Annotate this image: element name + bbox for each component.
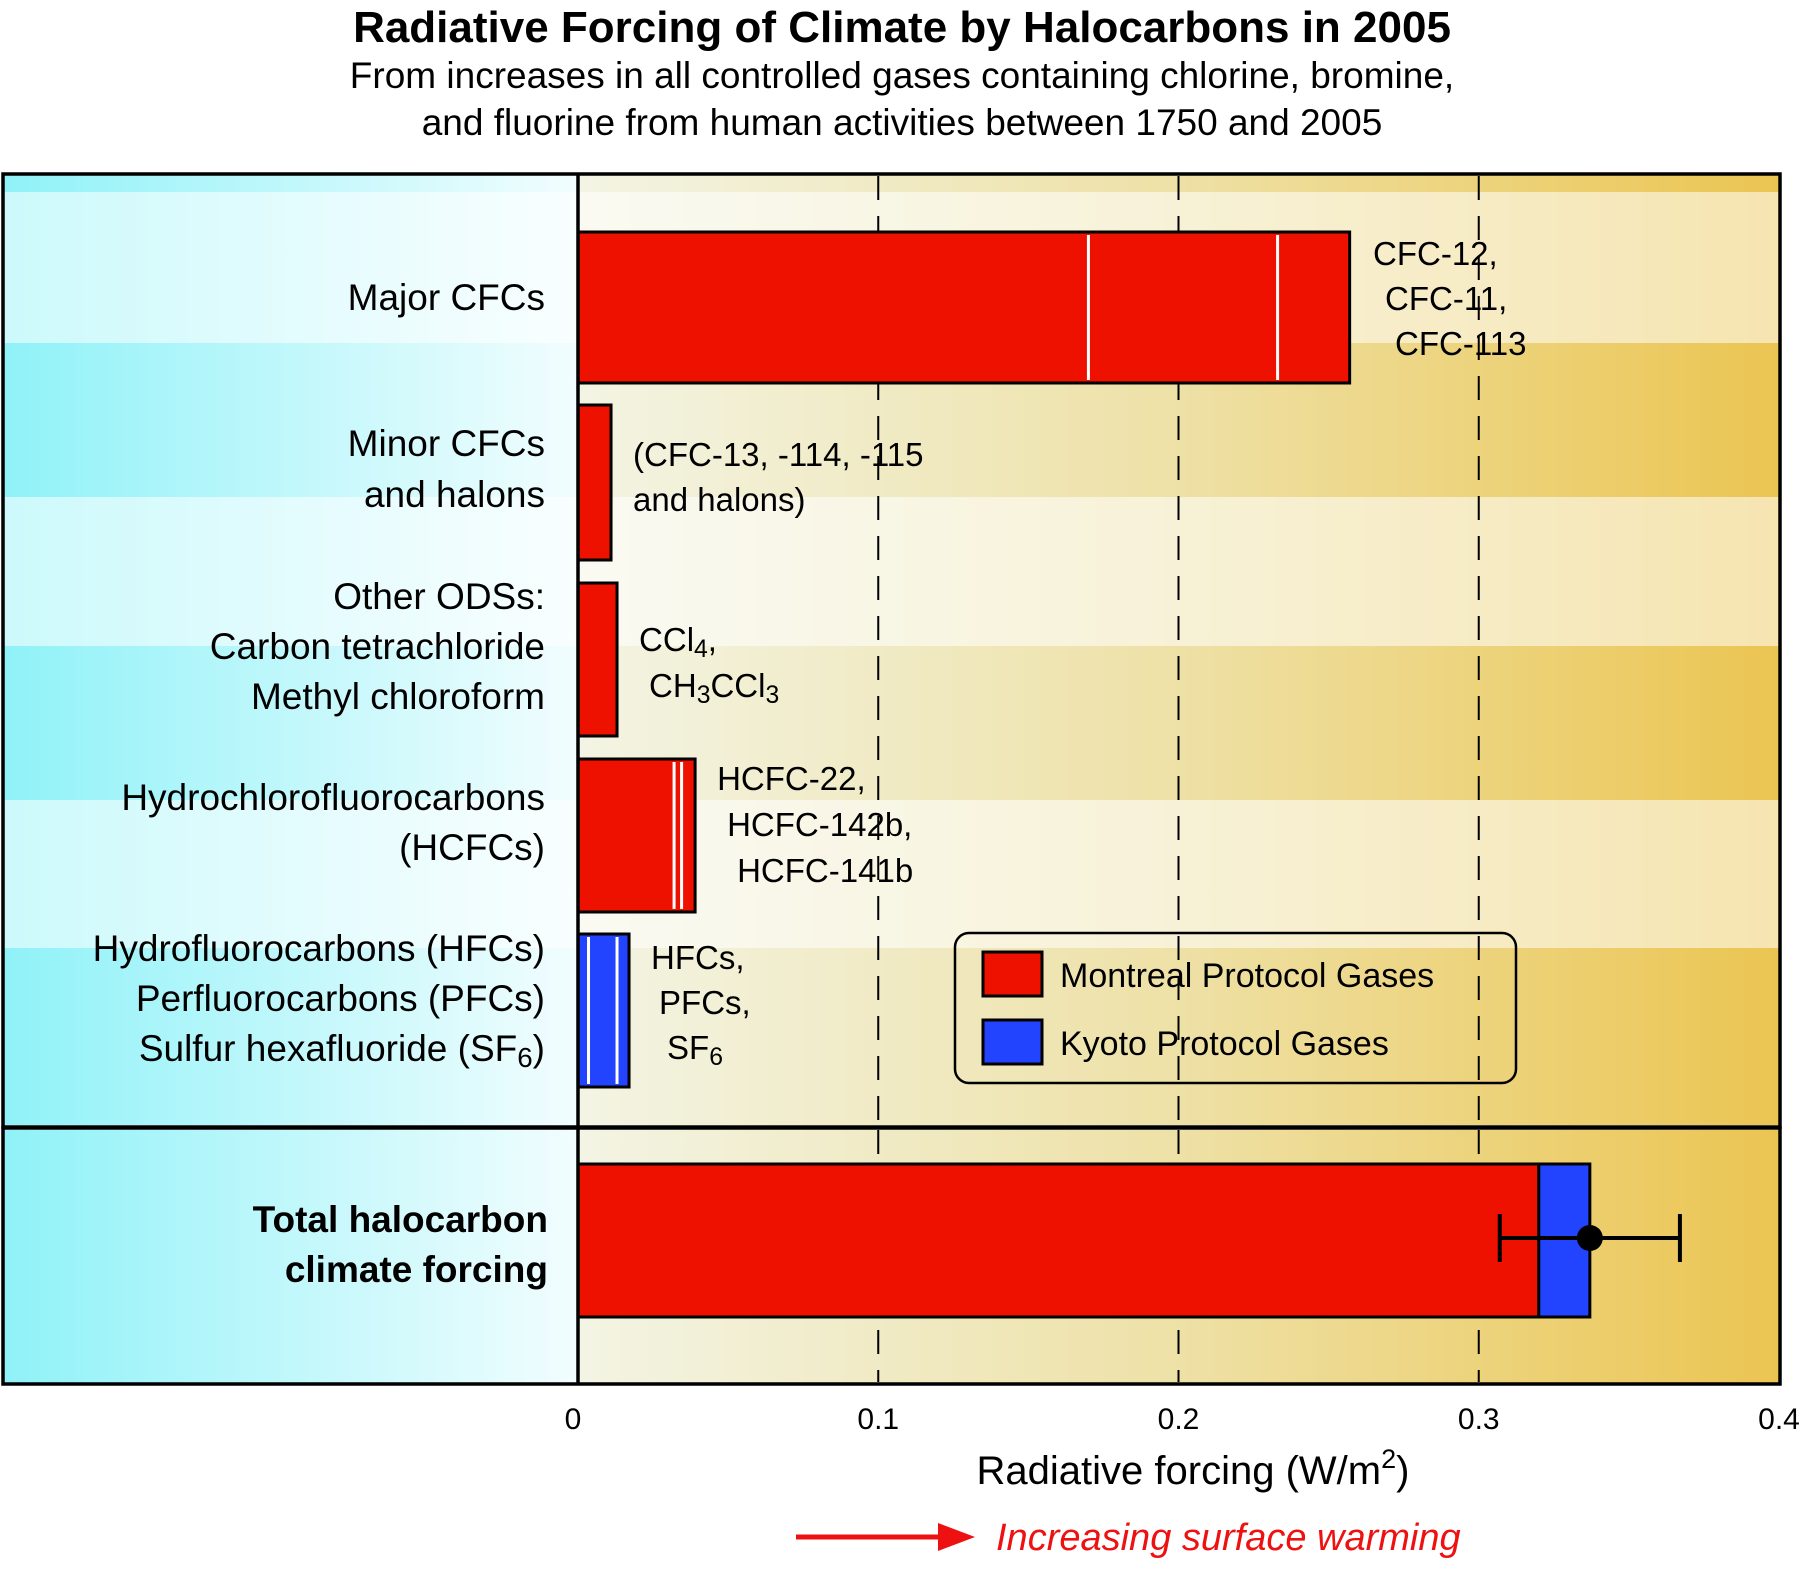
category-label: Perfluorocarbons (PFCs) xyxy=(136,978,545,1019)
category-label: Sulfur hexafluoride (SF6​) xyxy=(139,1028,545,1073)
x-axis-title-end: ) xyxy=(1396,1449,1409,1493)
legend-swatch-kyoto xyxy=(981,1018,1044,1066)
warming-label: Increasing surface warming xyxy=(996,1517,1461,1559)
category-label: (HCFCs) xyxy=(399,827,545,868)
category-label: Other ODSs: xyxy=(333,576,545,617)
total-bar-montreal xyxy=(576,1162,1541,1319)
bar-annotation: HCFC-141b xyxy=(737,852,913,889)
bar-annotation: PFCs, xyxy=(659,984,751,1021)
bar-4 xyxy=(576,932,631,1089)
category-label: Methyl chloroform xyxy=(251,676,545,717)
bar-2 xyxy=(576,581,619,738)
legend-box xyxy=(953,931,1518,1085)
category-label: Hydrochlorofluorocarbons xyxy=(121,777,545,818)
bar-annotation: CFC-11, xyxy=(1385,280,1507,317)
x-tick-label: 0.1 xyxy=(857,1403,899,1436)
x-axis-ticks: 0 0.1 0.2 0.3 0.4 xyxy=(565,1403,1800,1436)
total-label: Total halocarbon xyxy=(253,1199,548,1240)
warming-arrow-head xyxy=(938,1523,975,1551)
x-tick-label: 0.2 xyxy=(1158,1403,1200,1436)
x-tick-label: 0.4 xyxy=(1758,1403,1800,1436)
bar-annotation: CCl4​, xyxy=(639,621,717,663)
bar-0 xyxy=(576,230,1352,385)
lower-frame xyxy=(1,1126,1782,1386)
bars xyxy=(576,230,1682,1319)
bar-annotation: CH3​CCl3​ xyxy=(649,667,779,709)
chart-subtitle-line-1: From increases in all controlled gases c… xyxy=(350,55,1454,96)
bar-annotation: CFC-12, xyxy=(1373,235,1498,272)
chart-subtitle-line-2: and fluorine from human activities betwe… xyxy=(422,102,1383,143)
bar-3 xyxy=(576,757,697,914)
category-label: Minor CFCs xyxy=(348,423,545,464)
legend-label-montreal: Montreal Protocol Gases xyxy=(1060,957,1434,995)
bar-annotation: HCFC-142b, xyxy=(727,806,912,843)
row-band xyxy=(4,800,1779,948)
bar-annotations: CFC-12, CFC-11, CFC-113 (CFC-13, -114, -115… xyxy=(633,235,1526,1071)
bar-annotation: (CFC-13, -114, -115 xyxy=(633,436,923,473)
bar-annotation: HCFC-22, xyxy=(717,760,866,797)
x-tick-label: 0 xyxy=(565,1403,582,1436)
category-label: Major CFCs xyxy=(348,277,545,318)
bar-annotation: CFC-113 xyxy=(1395,325,1526,362)
x-axis-title: Radiative forcing (W/m2) xyxy=(977,1444,1410,1493)
x-tick-label: 0.3 xyxy=(1458,1403,1500,1436)
category-label: Hydrofluorocarbons (HFCs) xyxy=(93,928,545,969)
category-label: and halons xyxy=(364,474,545,515)
legend-swatch-montreal xyxy=(981,950,1044,998)
category-label: Carbon tetrachloride xyxy=(210,626,545,667)
bar-annotation: SF6​ xyxy=(667,1029,723,1071)
bar-annotation: and halons) xyxy=(633,481,805,518)
bar-1 xyxy=(576,403,613,562)
x-axis-title-sup: 2 xyxy=(1381,1444,1396,1474)
row-band xyxy=(4,497,1779,646)
x-axis-title-text: Radiative forcing (W/m xyxy=(977,1449,1382,1493)
bar-annotation: HFCs, xyxy=(651,939,745,976)
total-label: climate forcing xyxy=(285,1249,548,1290)
chart-title: Radiative Forcing of Climate by Halocarb… xyxy=(353,3,1451,52)
total-value-point xyxy=(1576,1225,1603,1251)
category-labels: Major CFCs Minor CFCs and halons Other ODSs… xyxy=(93,277,548,1290)
lower-left-panel xyxy=(4,1130,578,1383)
legend: Montreal Protocol Gases Kyoto Protocol G… xyxy=(953,931,1518,1085)
legend-label-kyoto: Kyoto Protocol Gases xyxy=(1060,1025,1389,1063)
